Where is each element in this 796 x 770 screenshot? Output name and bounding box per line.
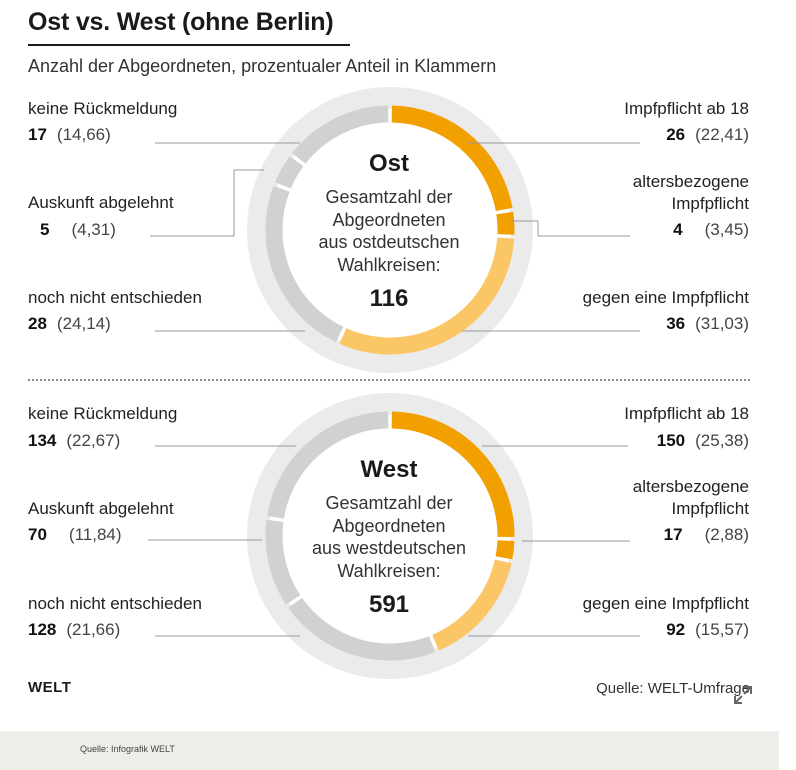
west-value-keine-rueckmeldung: 134 (22,67) bbox=[28, 431, 121, 450]
ost-value-altersbezogene: 4 (3,45) bbox=[673, 220, 749, 239]
ost-slice-1 bbox=[496, 211, 515, 235]
west-slice-2 bbox=[432, 559, 512, 651]
west-center-text: Gesamtzahl der Abgeordneten aus westdeut… bbox=[311, 493, 467, 581]
expand-icon[interactable] bbox=[732, 684, 754, 706]
west-label-altersbezogene-line2: Impfpflicht bbox=[671, 499, 749, 518]
ost-total: 116 bbox=[369, 285, 409, 312]
west-slice-4 bbox=[265, 519, 301, 605]
chart-title: Ost vs. West (ohne Berlin) bbox=[28, 8, 334, 36]
west-label-impfpflicht-ab-18: Impfpflicht ab 18 bbox=[624, 404, 749, 423]
title-underline bbox=[28, 44, 350, 46]
ost-value-impfpflicht-ab-18: 26 (22,41) bbox=[666, 125, 749, 144]
west-slice-5 bbox=[267, 411, 389, 519]
ost-center-text: Gesamtzahl der Abgeordneten aus ostdeuts… bbox=[318, 187, 460, 275]
ost-value-auskunft-abgelehnt: 5 (4,31) bbox=[40, 220, 116, 239]
ost-label-altersbezogene-line2: Impfpflicht bbox=[671, 194, 749, 213]
ost-value-gegen-impfpflicht: 36 (31,03) bbox=[666, 314, 749, 333]
leader-lines bbox=[148, 142, 640, 637]
west-slice-3 bbox=[288, 597, 436, 661]
welt-logo: WELT bbox=[28, 679, 72, 696]
chart-subtitle: Anzahl der Abgeordneten, prozentualer An… bbox=[28, 56, 497, 76]
west-value-gegen-impfpflicht: 92 (15,57) bbox=[666, 620, 749, 639]
west-value-auskunft-abgelehnt: 70 (11,84) bbox=[28, 525, 122, 544]
footer-bar: Quelle: Infografik WELT bbox=[0, 731, 779, 770]
section-divider bbox=[28, 379, 750, 381]
source-text: Quelle: WELT-Umfrage bbox=[596, 680, 750, 697]
west-value-noch-nicht-entschieden: 128 (21,66) bbox=[28, 620, 121, 639]
west-label-noch-nicht-entschieden: noch nicht entschieden bbox=[28, 594, 202, 613]
west-label-altersbezogene-line1: altersbezogene bbox=[632, 477, 749, 496]
donut-ost bbox=[247, 87, 533, 373]
west-label-keine-rueckmeldung: keine Rückmeldung bbox=[28, 404, 178, 423]
west-total: 591 bbox=[368, 591, 410, 618]
donut-west bbox=[247, 393, 533, 679]
ost-label-noch-nicht-entschieden: noch nicht entschieden bbox=[28, 288, 202, 307]
ost-slice-3 bbox=[265, 185, 344, 343]
west-label-gegen-impfpflicht: gegen eine Impfpflicht bbox=[582, 594, 749, 613]
ost-label-altersbezogene-line1: altersbezogene bbox=[632, 172, 749, 191]
west-label-auskunft-abgelehnt: Auskunft abgelehnt bbox=[28, 499, 174, 518]
ost-value-keine-rueckmeldung: 17 (14,66) bbox=[28, 125, 111, 144]
ost-slice-2 bbox=[339, 237, 515, 355]
west-outer-ring bbox=[247, 393, 533, 679]
ost-label-impfpflicht-ab-18: Impfpflicht ab 18 bbox=[624, 99, 749, 118]
ost-slice-0 bbox=[391, 105, 513, 212]
donut-charts-svg bbox=[148, 87, 640, 679]
ost-value-noch-nicht-entschieden: 28 (24,14) bbox=[28, 314, 111, 333]
ost-label-auskunft-abgelehnt: Auskunft abgelehnt bbox=[28, 193, 174, 212]
west-slice-0 bbox=[391, 411, 515, 538]
west-center-title: West bbox=[360, 456, 418, 483]
ost-label-gegen-impfpflicht: gegen eine Impfpflicht bbox=[582, 288, 749, 307]
ost-slice-4 bbox=[275, 156, 304, 189]
west-value-impfpflicht-ab-18: 150 (25,38) bbox=[656, 431, 749, 450]
west-value-altersbezogene: 17 (2,88) bbox=[663, 525, 749, 544]
ost-slice-5 bbox=[292, 105, 389, 164]
west-slice-1 bbox=[495, 540, 515, 560]
ost-label-keine-rueckmeldung: keine Rückmeldung bbox=[28, 99, 178, 118]
ost-outer-ring bbox=[247, 87, 533, 373]
footer-source: Quelle: Infografik WELT bbox=[80, 744, 175, 754]
ost-center-title: Ost bbox=[368, 150, 409, 177]
